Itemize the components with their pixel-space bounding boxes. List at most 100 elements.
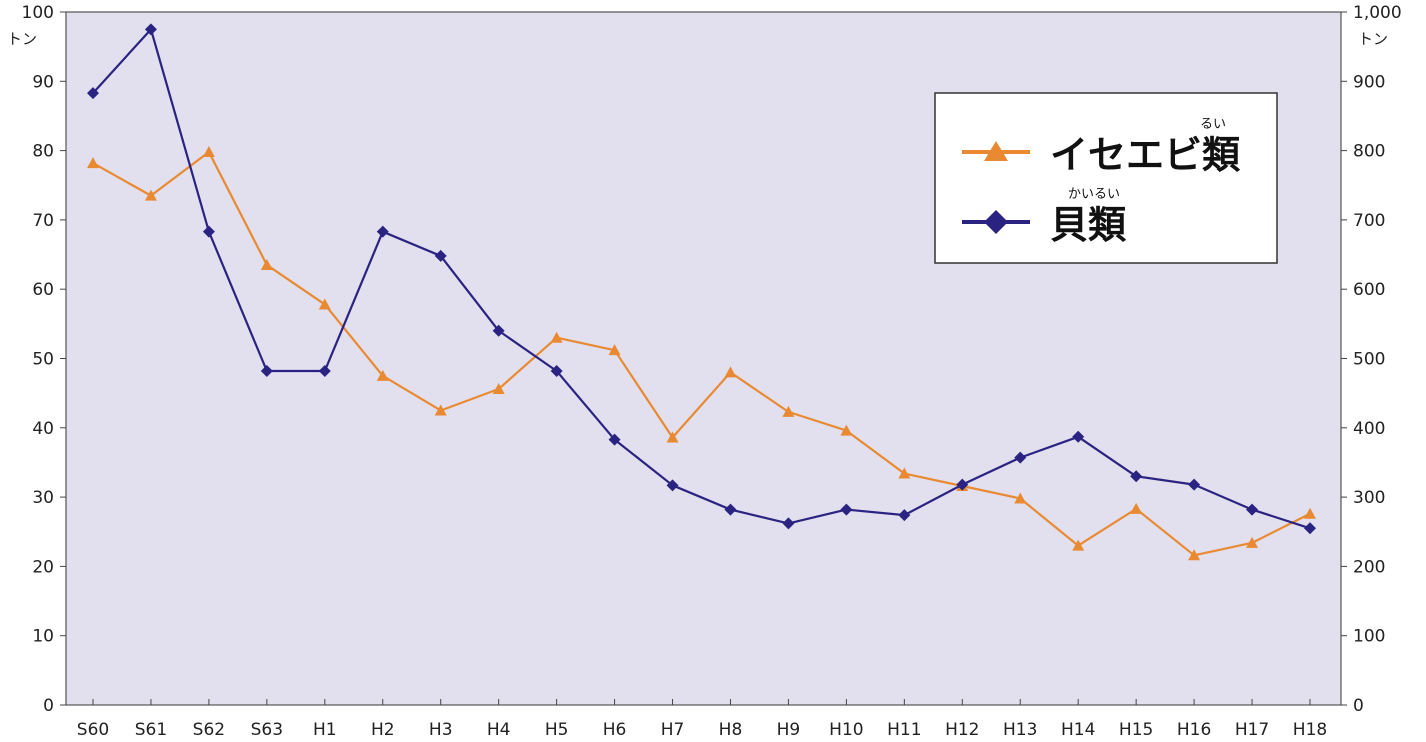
right-tick-label: 1,000 <box>1353 3 1402 23</box>
data-point-triangle <box>87 157 99 169</box>
x-tick-label: S61 <box>135 720 167 740</box>
data-point-diamond <box>87 87 99 100</box>
right-tick-label: 600 <box>1353 280 1385 300</box>
data-point-diamond <box>956 478 969 491</box>
left-tick-label: 30 <box>32 488 54 508</box>
right-tick-label: 200 <box>1353 557 1385 577</box>
data-point-triangle <box>666 431 679 443</box>
data-point-triangle <box>898 467 911 479</box>
left-tick-label: 0 <box>43 696 54 716</box>
left-tick-label: 70 <box>32 211 54 231</box>
left-axis-unit: トン <box>7 30 37 48</box>
data-point-diamond <box>1130 470 1143 483</box>
x-tick-label: H8 <box>719 720 743 740</box>
data-point-triangle <box>260 258 273 270</box>
data-point-diamond <box>782 517 795 530</box>
left-tick-label: 50 <box>32 350 54 370</box>
x-tick-label: H17 <box>1235 720 1269 740</box>
right-tick-label: 700 <box>1353 211 1385 231</box>
series-line-1 <box>92 28 1311 530</box>
data-point-diamond <box>1072 430 1085 443</box>
legend-label-kai: 貝類 <box>1050 203 1127 247</box>
data-point-diamond <box>318 364 331 377</box>
right-tick-label: 500 <box>1353 350 1385 370</box>
legend-box <box>934 92 1278 264</box>
series-layer <box>87 23 1316 561</box>
x-tick-label: H3 <box>429 720 453 740</box>
legend-marker-diamond-icon <box>984 210 1008 234</box>
legend-ruby-kai: かいるい <box>1068 187 1120 202</box>
data-point-diamond <box>1188 478 1201 491</box>
x-tick-label: S62 <box>193 720 225 740</box>
x-tick-label: S60 <box>77 720 109 740</box>
data-point-triangle <box>1304 507 1316 519</box>
right-tick-label: 900 <box>1353 72 1385 92</box>
x-tick-label: H14 <box>1061 720 1095 740</box>
left-tick-label: 40 <box>32 419 54 439</box>
x-tick-label: H2 <box>371 720 395 740</box>
data-point-diamond <box>1014 451 1027 464</box>
left-tick-label: 90 <box>32 72 54 92</box>
x-tick-label: H16 <box>1177 720 1211 740</box>
data-point-triangle <box>1130 502 1143 514</box>
left-tick-label: 80 <box>32 142 54 162</box>
data-point-diamond <box>1304 522 1316 535</box>
data-point-triangle <box>492 382 505 394</box>
right-tick-label: 400 <box>1353 419 1385 439</box>
left-tick-label: 20 <box>32 557 54 577</box>
data-point-triangle <box>1246 536 1259 548</box>
x-tick-label: H11 <box>887 720 921 740</box>
x-tick-label: H1 <box>313 720 337 740</box>
data-point-diamond <box>492 324 505 337</box>
data-point-triangle <box>1072 539 1085 551</box>
data-point-diamond <box>434 249 447 262</box>
data-point-diamond <box>608 433 621 446</box>
right-axis-unit: トン <box>1358 30 1388 48</box>
data-point-triangle <box>318 298 331 310</box>
right-tick-label: 300 <box>1353 488 1385 508</box>
right-tick-label: 100 <box>1353 627 1385 647</box>
x-axis: S60 S61 S62 S63 H1 H2 H3 H4 H5 H6 H7 H8 H9 H10 H11 H12 H… <box>77 699 1327 740</box>
data-point-triangle <box>550 331 563 343</box>
data-point-diamond <box>202 225 215 238</box>
legend: るい イセエビ類 かいるい 貝類 <box>934 92 1278 264</box>
right-tick-label: 0 <box>1353 696 1364 716</box>
data-point-triangle <box>144 189 157 201</box>
right-tick-label: 800 <box>1353 142 1385 162</box>
x-tick-label: H12 <box>945 720 979 740</box>
right-axis: 0 100 200 300 400 500 600 700 800 900 1,000 <box>1341 3 1402 716</box>
series-line-0 <box>92 150 1311 557</box>
data-point-diamond <box>898 509 911 522</box>
x-tick-label: H15 <box>1119 720 1153 740</box>
data-point-diamond <box>144 23 157 36</box>
data-point-triangle <box>724 366 737 378</box>
legend-ruby-ise: るい <box>1200 117 1226 132</box>
x-tick-label: H9 <box>777 720 801 740</box>
x-tick-label: H6 <box>603 720 627 740</box>
data-point-triangle <box>1188 549 1201 561</box>
data-point-triangle <box>608 344 621 356</box>
data-point-triangle <box>840 424 853 436</box>
data-point-diamond <box>840 503 853 516</box>
data-point-diamond <box>550 364 563 377</box>
data-point-triangle <box>434 404 447 416</box>
data-point-diamond <box>376 225 389 238</box>
x-tick-label: S63 <box>251 720 283 740</box>
data-point-triangle <box>376 369 389 381</box>
x-tick-label: H13 <box>1003 720 1037 740</box>
legend-marker-triangle-icon <box>984 141 1008 161</box>
left-axis: 0 10 20 30 40 50 60 70 80 90 100 <box>22 3 66 716</box>
data-point-triangle <box>782 405 795 417</box>
left-tick-label: 60 <box>32 280 54 300</box>
x-tick-label: H4 <box>487 720 511 740</box>
data-point-diamond <box>666 479 679 492</box>
data-point-diamond <box>724 503 737 516</box>
data-point-triangle <box>202 145 215 157</box>
data-point-diamond <box>260 364 273 377</box>
x-tick-label: H10 <box>829 720 863 740</box>
data-point-triangle <box>1014 492 1027 504</box>
x-tick-label: H5 <box>545 720 569 740</box>
x-tick-label: H18 <box>1293 720 1327 740</box>
